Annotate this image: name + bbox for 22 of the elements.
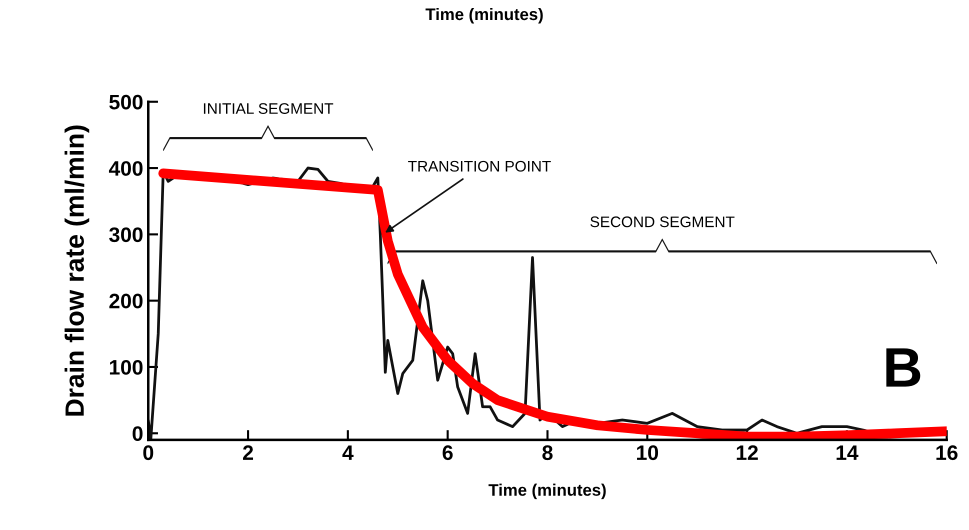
x-tick-label: 4 — [342, 446, 354, 460]
x-tick-label: 16 — [936, 445, 958, 460]
y-tick-label: 500 — [109, 94, 143, 110]
annotation: B — [886, 348, 920, 387]
x-tick-label: 2 — [242, 445, 254, 460]
y-tick-label: 0 — [132, 426, 143, 442]
x-tick-label: 10 — [637, 445, 658, 460]
annotation: INITIAL SEGMENT — [204, 103, 334, 114]
text: Time (minutes) — [426, 8, 543, 24]
x-tick-label: 0 — [143, 445, 154, 460]
y-tick-label: 300 — [109, 227, 143, 242]
x-tick-label: 8 — [542, 445, 553, 460]
x-tick-label: 6 — [442, 445, 453, 460]
y-tick-label: 100 — [110, 360, 143, 375]
annotation: TRANSITION POINT — [408, 160, 551, 172]
x-axis-title: Time (minutes) — [488, 484, 606, 500]
annotation: SECOND SEGMENT — [590, 216, 734, 228]
x-tick-label: 12 — [736, 445, 758, 460]
y-axis-title: Drain flow rate (ml/min) — [64, 126, 90, 416]
x-tick-label: 14 — [836, 446, 858, 460]
y-tick-label: 400 — [108, 161, 143, 176]
y-tick-label: 200 — [109, 294, 143, 308]
